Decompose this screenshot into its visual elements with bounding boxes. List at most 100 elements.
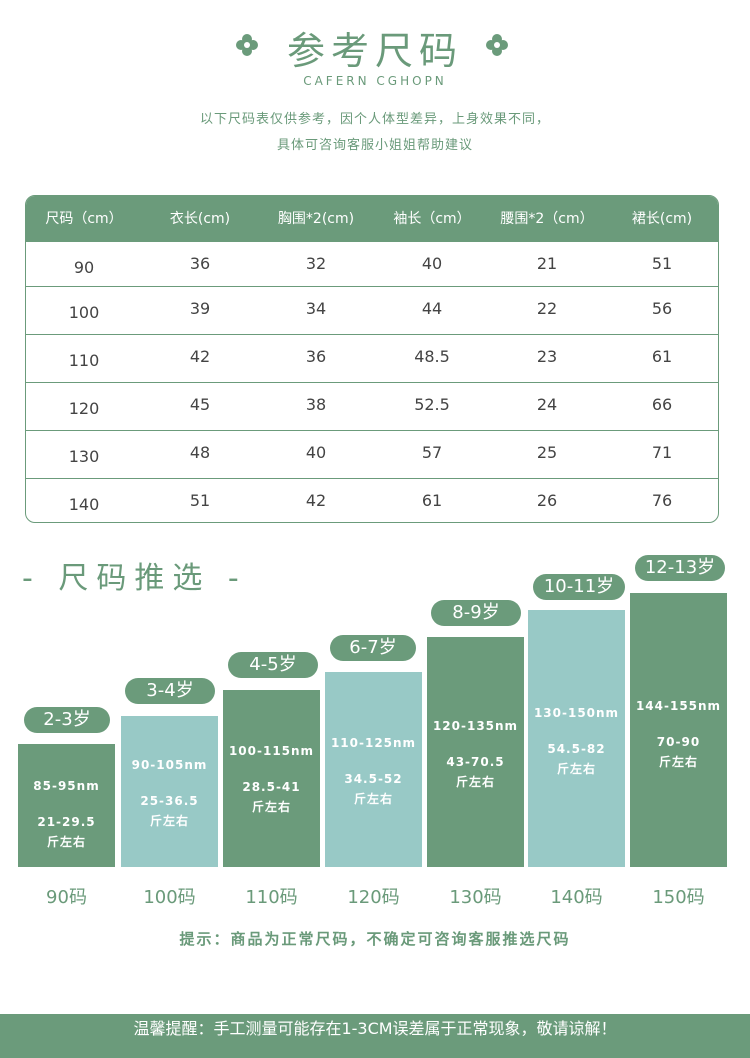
table-cell: 110 (68, 351, 100, 370)
intro-text: 具体可咨询客服小姐姐帮助建议 (276, 138, 473, 153)
age-badge: 4-5岁 (228, 652, 318, 678)
table-cell: 90 (73, 258, 95, 277)
height-range: 120-135nm (432, 719, 519, 733)
table-cell: 21 (536, 254, 558, 273)
size-bar: 85-95nm 21-29.5 斤左右 (18, 744, 115, 867)
age-badge: 12-13岁 (635, 555, 725, 581)
table-cell: 44 (421, 299, 443, 318)
weight-range: 25-36.5 (140, 794, 199, 808)
table-cell: 48 (189, 443, 211, 462)
height-range: 90-105nm (131, 758, 208, 772)
age-badge: 3-4岁 (125, 678, 215, 704)
table-cell: 140 (68, 495, 100, 514)
page-header: 参考尺码 (0, 20, 750, 73)
table-cell: 42 (305, 491, 327, 510)
clover-icon (236, 34, 258, 56)
size-label: 150码 (652, 887, 705, 908)
table-row: 130 48 40 57 25 71 (26, 430, 718, 478)
table-row: 140 51 42 61 26 76 (26, 478, 718, 522)
column-header: 衣长(cm) (169, 211, 231, 227)
table-cell: 42 (189, 347, 211, 366)
weight-range: 70-90 (656, 735, 701, 749)
intro-text: 以下尺码表仅供参考，因个人体型差异，上身效果不同， (199, 112, 550, 127)
height-range: 85-95nm (33, 779, 100, 793)
page-title: 参考尺码 (286, 29, 463, 73)
table-cell: 51 (189, 491, 211, 510)
table-cell: 57 (421, 443, 443, 462)
section-title: - 尺码推选 - (22, 561, 247, 596)
column-header: 尺码（cm） (45, 211, 123, 227)
weight-unit: 斤左右 (556, 762, 596, 776)
table-row: 110 42 36 48.5 23 61 (26, 334, 718, 382)
age-badge: 8-9岁 (431, 600, 521, 626)
table-cell: 22 (536, 299, 558, 318)
table-cell: 38 (305, 395, 327, 414)
weight-range: 43-70.5 (446, 755, 505, 769)
height-range: 144-155nm (635, 699, 722, 713)
weight-unit: 斤左右 (658, 755, 698, 769)
table-cell: 120 (68, 399, 100, 418)
table-row: 120 45 38 52.5 24 66 (26, 382, 718, 430)
height-range: 130-150nm (533, 706, 620, 720)
size-label: 120码 (347, 887, 400, 908)
weight-range: 54.5-82 (547, 742, 606, 756)
table-cell: 40 (305, 443, 327, 462)
size-label: 90码 (46, 887, 87, 908)
table-cell: 48.5 (414, 347, 450, 366)
table-cell: 71 (651, 443, 673, 462)
weight-range: 28.5-41 (242, 780, 301, 794)
size-bar: 90-105nm 25-36.5 斤左右 (121, 716, 218, 867)
weight-range: 21-29.5 (37, 815, 96, 829)
size-label: 140码 (550, 887, 603, 908)
table-cell: 66 (651, 395, 673, 414)
table-cell: 24 (536, 395, 558, 414)
size-bar: 130-150nm 54.5-82 斤左右 (528, 610, 625, 867)
height-range: 100-115nm (228, 744, 315, 758)
size-bar: 110-125nm 34.5-52 斤左右 (325, 672, 422, 867)
weight-unit: 斤左右 (46, 835, 86, 849)
table-row: 100 39 34 44 22 56 (26, 286, 718, 334)
age-badge: 6-7岁 (330, 635, 416, 661)
size-table: 尺码（cm） 衣长(cm) 胸围*2(cm) 袖长（cm） 腰围*2（cm） 裙… (25, 195, 719, 523)
table-cell: 56 (651, 299, 673, 318)
column-header: 腰围*2（cm） (500, 211, 594, 227)
column-header: 裙长(cm) (631, 211, 693, 227)
column-header: 袖长（cm） (393, 211, 471, 227)
table-cell: 26 (536, 491, 558, 510)
table-cell: 36 (189, 254, 211, 273)
age-badge: 2-3岁 (24, 707, 110, 733)
size-bar: 120-135nm 43-70.5 斤左右 (427, 637, 524, 867)
table-header: 尺码（cm） 衣长(cm) 胸围*2(cm) 袖长（cm） 腰围*2（cm） 裙… (26, 196, 718, 242)
table-cell: 25 (536, 443, 558, 462)
page-subtitle: CAFERN CGHOPN (303, 74, 447, 88)
clover-icon (486, 34, 508, 56)
table-cell: 45 (189, 395, 211, 414)
weight-unit: 斤左右 (251, 800, 291, 814)
table-cell: 61 (421, 491, 443, 510)
footer-banner: 温馨提醒：手工测量可能存在1-3CM误差属于正常现象，敬请谅解！ (0, 1014, 750, 1058)
column-header: 胸围*2(cm) (277, 211, 355, 227)
size-bar: 144-155nm 70-90 斤左右 (630, 593, 727, 867)
table-cell: 100 (68, 303, 100, 322)
table-cell: 61 (651, 347, 673, 366)
table-row: 90 36 32 40 21 51 (26, 242, 718, 290)
height-range: 110-125nm (330, 736, 417, 750)
size-label: 130码 (449, 887, 502, 908)
tip-text: 提示：商品为正常尺码，不确定可咨询客服推选尺码 (179, 930, 571, 948)
size-bar: 100-115nm 28.5-41 斤左右 (223, 690, 320, 867)
weight-unit: 斤左右 (149, 814, 189, 828)
table-cell: 52.5 (414, 395, 450, 414)
weight-unit: 斤左右 (353, 792, 393, 806)
table-cell: 76 (651, 491, 673, 510)
table-cell: 32 (305, 254, 327, 273)
age-badge: 10-11岁 (533, 574, 625, 600)
size-label: 100码 (143, 887, 196, 908)
table-cell: 34 (305, 299, 327, 318)
table-cell: 130 (68, 447, 100, 466)
weight-range: 34.5-52 (344, 772, 403, 786)
table-cell: 36 (305, 347, 327, 366)
table-cell: 23 (536, 347, 558, 366)
weight-unit: 斤左右 (455, 775, 495, 789)
table-cell: 39 (189, 299, 211, 318)
size-label: 110码 (245, 887, 298, 908)
